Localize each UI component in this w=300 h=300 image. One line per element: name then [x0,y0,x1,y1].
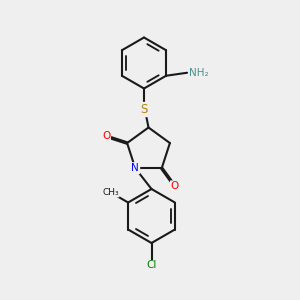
Text: O: O [102,131,110,141]
Text: N: N [131,163,139,173]
Text: S: S [140,103,148,116]
Text: CH₃: CH₃ [102,188,119,197]
Text: Cl: Cl [146,260,157,271]
Text: NH₂: NH₂ [189,68,208,78]
Text: O: O [170,181,179,191]
